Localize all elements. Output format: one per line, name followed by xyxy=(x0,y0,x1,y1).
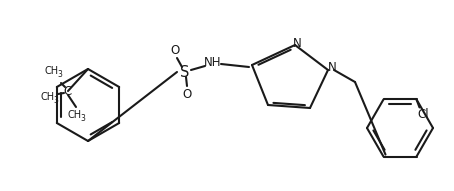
Text: Cl: Cl xyxy=(418,108,429,121)
Text: N: N xyxy=(293,36,301,49)
Text: 3: 3 xyxy=(54,96,59,104)
Text: CH: CH xyxy=(41,92,55,102)
Text: NH: NH xyxy=(204,56,222,69)
Text: O: O xyxy=(170,44,180,57)
Text: 3: 3 xyxy=(80,113,85,122)
Text: S: S xyxy=(180,65,190,79)
Text: CH: CH xyxy=(45,66,59,76)
Text: N: N xyxy=(328,61,336,74)
Text: C: C xyxy=(64,84,72,97)
Text: O: O xyxy=(183,87,192,100)
Text: 3: 3 xyxy=(58,70,63,79)
Text: CH: CH xyxy=(68,110,82,120)
